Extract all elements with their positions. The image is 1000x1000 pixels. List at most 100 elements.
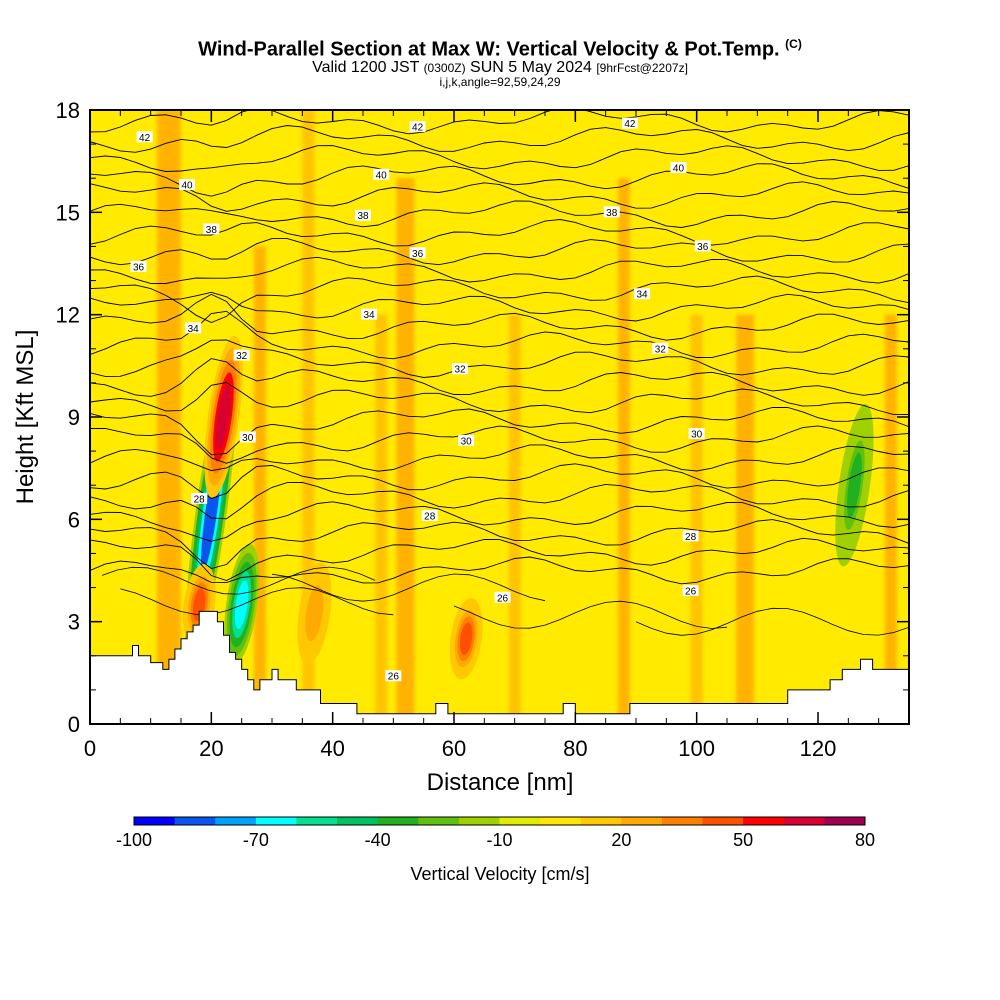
theta-contour-line [90,145,909,172]
contour-label: 40 [373,168,390,181]
contour-label-bg [239,431,256,443]
contour-label: 30 [239,431,256,444]
contour-label: 42 [136,131,153,144]
updraft-core [216,384,231,450]
contour-label-text: 32 [236,351,248,362]
x-tick-label: 40 [320,736,344,761]
contour-label-bg [603,206,620,218]
contour-label-bg [621,117,638,129]
valid-date: SUN 5 May 2024 [470,59,592,76]
contour-label-bg [130,260,147,272]
colorbar-swatch [296,817,338,825]
x-tick-label: 20 [199,736,223,761]
velocity-streak [508,314,521,724]
velocity-streak [617,178,630,724]
contour-label-bg [494,591,511,603]
colorbar-frame [133,816,866,826]
contour-label-text: 42 [412,123,424,134]
grid-indices: i,j,k,angle=92,59,24,29 [439,75,561,89]
theta-contour-line [635,607,909,636]
colorbar-tick-label: 50 [733,830,753,850]
contour-label-text: 30 [691,430,703,441]
theta-contour-line [90,293,909,341]
valid-time: Valid 1200 JST [312,59,420,76]
colorbar-swatch [743,817,785,825]
y-axis-label: Height [Kft MSL] [12,330,39,505]
velocity-streak [396,178,415,724]
theta-contour-line [90,200,909,228]
velocity-streak [690,314,703,724]
x-tick-label: 120 [800,736,837,761]
theta-contour-line [90,163,909,197]
x-tick-label: 60 [442,736,466,761]
theta-contour-line [90,339,909,378]
contour-label-bg [373,168,390,180]
colorbar-swatch [702,817,744,825]
x-axis-label: Distance [nm] [427,769,574,796]
theta-contour-line [90,519,909,569]
contour-label: 28 [191,492,208,505]
colorbar: -100 -70 -40 -10 20 50 80 [116,816,875,850]
contour-label: 40 [670,161,687,174]
y-tick-label: 9 [68,405,80,430]
contour-label-text: 38 [357,211,369,222]
contour-label-bg [203,223,220,235]
contour-label: 36 [694,240,711,253]
theta-contour-line [90,382,909,416]
colorbar-tick-label: -10 [486,830,512,850]
velocity-streak [302,110,315,724]
theta-contour-line [120,587,394,616]
colorbar-swatch [824,817,866,825]
contour-label-bg [409,247,426,259]
contour-label-bg [179,179,196,191]
contour-label-text: 26 [388,672,400,683]
theta-contour-line [90,501,909,542]
y-tick-label: 15 [56,200,80,225]
theta-contour-line [90,291,909,322]
contour-label-text: 28 [685,532,697,543]
colorbar-swatch [337,817,379,825]
theta-contour-line [90,219,909,247]
contour-label: 42 [621,117,638,130]
y-tick-label: 18 [56,98,80,123]
contour-label-text: 42 [139,133,151,144]
contour-label: 28 [682,530,699,543]
colorbar-swatch [661,817,704,825]
theta-contour-line [90,556,909,585]
theta-contour-line [90,181,909,212]
contour-label-bg [670,161,687,173]
y-tick-label: 12 [56,303,80,328]
contour-label-bg [688,428,705,440]
theta-contour-line [90,482,909,520]
contour-label-bg [694,240,711,252]
valid-utc: (0300Z) [423,61,466,75]
contour-label: 38 [203,223,220,236]
theta-contour-line [90,406,909,456]
contour-label-text: 38 [606,208,618,219]
theta-contour-line [90,110,909,135]
contour-label: 34 [185,322,202,335]
colorbar-title: Vertical Velocity [cm/s] [410,864,589,884]
contour-label-text: 28 [424,511,436,522]
contour-label-text: 26 [685,586,697,597]
velocity-field [156,110,897,724]
theta-contour-line [90,256,909,284]
theta-contour-line [90,537,909,581]
colorbar-swatch [255,817,297,825]
theta-contour-line [90,238,909,266]
chart-title-text: Wind-Parallel Section at Max W: Vertical… [198,38,780,61]
contour-label-text: 36 [412,249,424,260]
copyright-mark: (C) [785,37,802,51]
theta-contour-line [90,463,909,499]
y-tick-label: 3 [68,610,80,635]
contour-label-bg [682,584,699,596]
colorbar-swatch [134,817,176,825]
theta-contour-line [453,600,728,629]
contour-label-text: 42 [624,119,636,130]
contour-label-text: 32 [455,365,467,376]
contour-label: 40 [179,179,196,192]
velocity-streak [375,314,388,724]
colorbar-swatch [540,817,582,825]
contour-label: 32 [652,342,669,355]
